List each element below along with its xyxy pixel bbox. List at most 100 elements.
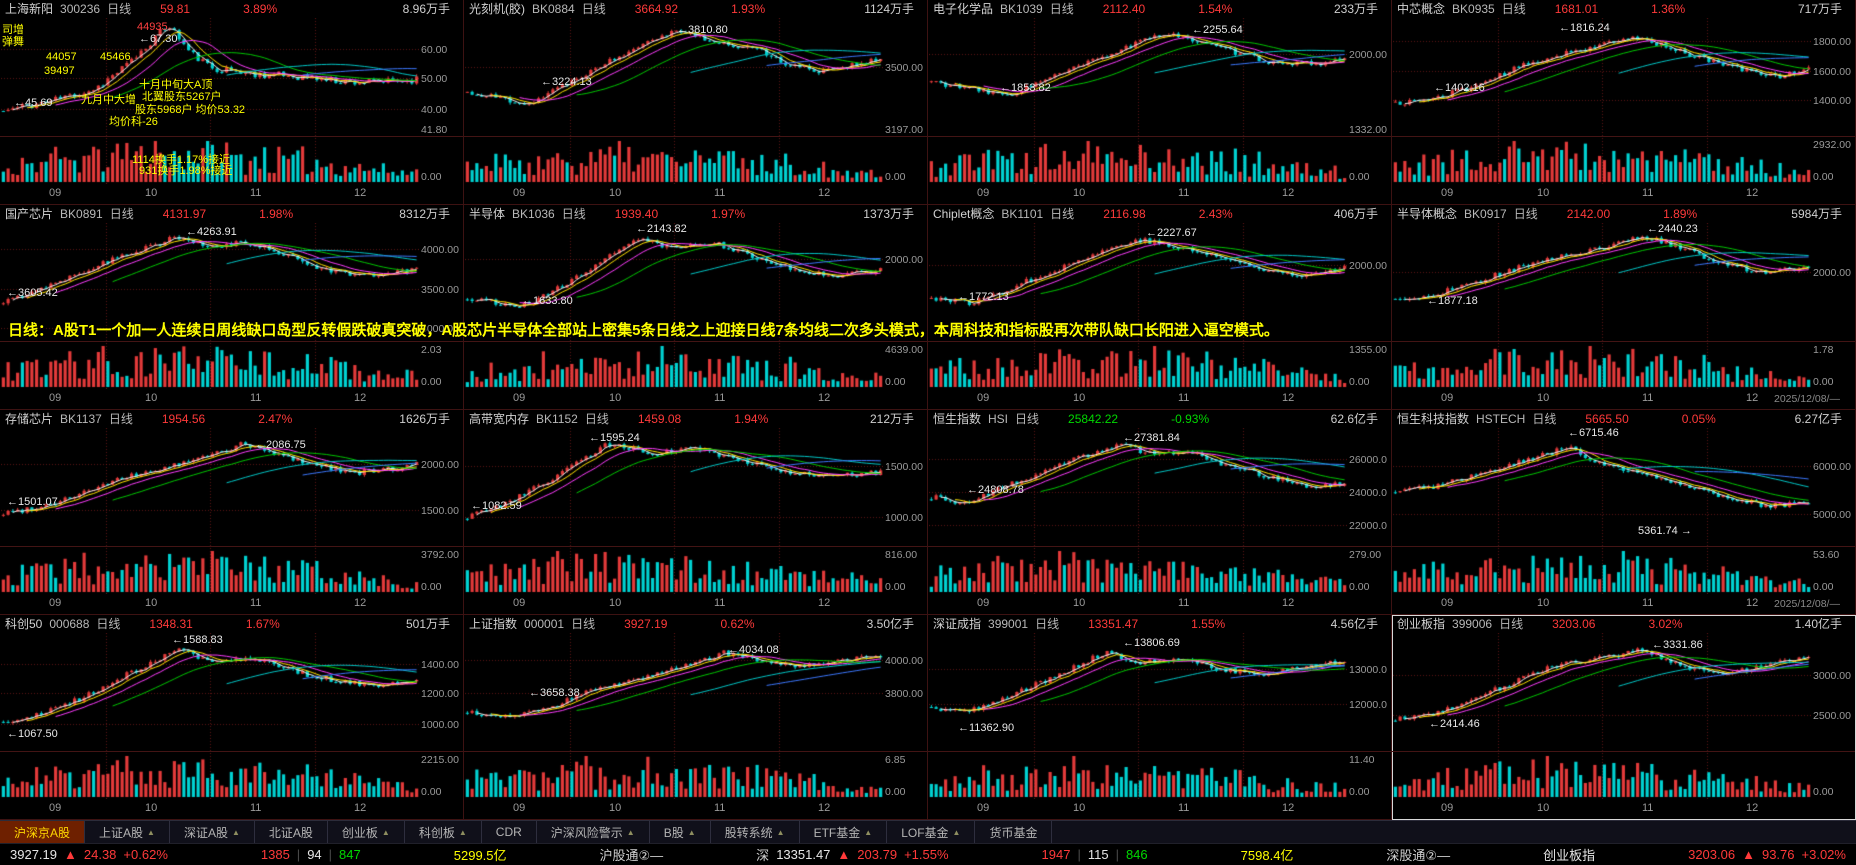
instrument-name[interactable]: 上证指数 [469, 617, 518, 631]
chart-panel-300236[interactable]: 上海新阳 300236 日线 59.81 3.89% 8.96万手 60.00 5… [0, 0, 464, 205]
tab-LOF基金[interactable]: LOF基金 ▲ [887, 821, 976, 843]
chart-panel-BK1036[interactable]: 半导体 BK1036 日线 1939.40 1.97% 1373万手 2000.… [464, 205, 928, 410]
candlestick-chart[interactable] [1393, 223, 1811, 389]
chart-panel-BK0935[interactable]: 中芯概念 BK0935 日线 1681.01 1.36% 717万手 1800.… [1392, 0, 1856, 205]
chart-panel-BK1101[interactable]: Chiplet概念 BK1101 日线 2116.98 2.43% 406万手 … [928, 205, 1392, 410]
tab-B股[interactable]: B股 ▲ [650, 821, 711, 843]
up-triangle-icon: ▲ [837, 847, 851, 862]
price-volume-divider [0, 341, 463, 342]
instrument-name[interactable]: 高带宽内存 [469, 412, 530, 426]
month-label: 09 [49, 802, 62, 814]
panel-header: 科创50 000688 日线 1348.31 1.67% 501万手 [5, 616, 457, 632]
chart-panel-399006[interactable]: 创业板指 399006 日线 3203.06 3.02% 1.40亿手 3000… [1392, 615, 1856, 820]
tab-沪深风险警示[interactable]: 沪深风险警示 ▲ [537, 821, 650, 843]
month-label: 12 [818, 392, 831, 404]
sh-breadth-value: 847 [339, 847, 361, 862]
month-label: 10 [145, 392, 158, 404]
panel-header: 上证指数 000001 日线 3927.19 0.62% 3.50亿手 [469, 616, 921, 632]
time-axis: 09 10 11 12 [465, 187, 885, 202]
month-label: 12 [1746, 802, 1759, 814]
chart-panel-BK0884[interactable]: 光刻机(胶) BK0884 日线 3664.92 1.93% 1124万手 35… [464, 0, 928, 205]
price-axis-label: 13000.0 [1349, 664, 1387, 676]
instrument-name[interactable]: 上海新阳 [5, 2, 54, 16]
chart-panel-BK0917[interactable]: 半导体概念 BK0917 日线 2142.00 1.89% 5984万手 200… [1392, 205, 1856, 410]
chart-period: 日线 [1050, 207, 1075, 221]
sz-index-quote-value: 203.79 [857, 847, 898, 862]
tab-北证A股[interactable]: 北证A股 [255, 821, 328, 843]
last-price: 3664.92 [634, 2, 679, 16]
chart-panel-000001[interactable]: 上证指数 000001 日线 3927.19 0.62% 3.50亿手 4000… [464, 615, 928, 820]
instrument-code: BK0917 [1464, 207, 1507, 221]
instrument-name[interactable]: 存储芯片 [5, 412, 54, 426]
chart-panel-HSI[interactable]: 恒生指数 HSI 日线 25842.22 -0.93% 62.6亿手 26000… [928, 410, 1392, 615]
tab-股转系统[interactable]: 股转系统 ▲ [711, 821, 800, 843]
chart-panel-BK0891[interactable]: 国产芯片 BK0891 日线 4131.97 1.98% 8312万手 4000… [0, 205, 464, 410]
candlestick-chart[interactable] [465, 18, 883, 184]
chart-panel-000688[interactable]: 科创50 000688 日线 1348.31 1.67% 501万手 1400.… [0, 615, 464, 820]
candlestick-chart[interactable] [465, 428, 883, 594]
chart-panel-BK1152[interactable]: 高带宽内存 BK1152 日线 1459.08 1.94% 212万手 1500… [464, 410, 928, 615]
candlestick-chart[interactable] [929, 428, 1347, 594]
candlestick-chart[interactable] [1393, 633, 1811, 799]
instrument-name[interactable]: 中芯概念 [1397, 2, 1446, 16]
tab-深证A股[interactable]: 深证A股 ▲ [170, 821, 255, 843]
instrument-name[interactable]: 国产芯片 [5, 207, 54, 221]
chart-period: 日线 [1501, 2, 1526, 16]
chart-period: 日线 [96, 617, 121, 631]
price-volume-divider [0, 751, 463, 752]
chart-panel-BK1039[interactable]: 电子化学品 BK1039 日线 2112.40 1.54% 233万手 2000… [928, 0, 1392, 205]
instrument-code: HSTECH [1476, 412, 1526, 426]
instrument-name[interactable]: 电子化学品 [933, 2, 994, 16]
instrument-name[interactable]: 恒生科技指数 [1397, 412, 1470, 426]
tab-科创板[interactable]: 科创板 ▲ [405, 821, 482, 843]
candlestick-chart[interactable] [1, 633, 419, 799]
chart-panel-399001[interactable]: 深证成指 399001 日线 13351.47 1.55% 4.56亿手 130… [928, 615, 1392, 820]
instrument-name[interactable]: Chiplet概念 [933, 207, 995, 221]
volume-axis-label: 3792.00 [421, 549, 459, 561]
price-axis: 13000.0 12000.0 11.40 0.00 [1348, 633, 1390, 801]
volume-axis-label: 1355.00 [1349, 344, 1387, 356]
instrument-code: BK1039 [1000, 2, 1043, 16]
candlestick-chart[interactable] [1, 428, 419, 594]
candlestick-chart[interactable] [929, 223, 1347, 389]
instrument-name[interactable]: 科创50 [5, 617, 43, 631]
instrument-name[interactable]: 光刻机(胶) [469, 2, 525, 16]
last-price: 2142.00 [1566, 207, 1611, 221]
tab-CDR[interactable]: CDR [482, 821, 537, 843]
instrument-name[interactable]: 半导体概念 [1397, 207, 1458, 221]
instrument-name[interactable]: 半导体 [469, 207, 506, 221]
chart-annotation: ←1082.59 [471, 500, 522, 512]
month-label: 09 [513, 597, 526, 609]
chart-annotation: 44057 [46, 51, 77, 63]
tab-沪深京A股[interactable]: 沪深京A股 [0, 821, 86, 843]
instrument-name[interactable]: 恒生指数 [933, 412, 982, 426]
candlestick-chart[interactable] [465, 223, 883, 389]
candlestick-chart[interactable] [929, 633, 1347, 799]
candlestick-chart[interactable] [1393, 18, 1811, 184]
tab-创业板[interactable]: 创业板 ▲ [328, 821, 405, 843]
chart-panel-HSTECH[interactable]: 恒生科技指数 HSTECH 日线 5665.50 0.05% 6.27亿手 60… [1392, 410, 1856, 615]
volume-readout: 1373万手 [863, 207, 914, 221]
chart-annotation: ←1501.07 [7, 496, 58, 508]
tab-上证A股[interactable]: 上证A股 ▲ [85, 821, 170, 843]
volume-readout: 212万手 [869, 412, 914, 426]
chart-panel-BK1137[interactable]: 存储芯片 BK1137 日线 1954.56 2.47% 1626万手 2000… [0, 410, 464, 615]
chart-annotation: ←3605.42 [7, 287, 58, 299]
candlestick-chart[interactable] [1, 18, 419, 184]
change-percent: 1.54% [1198, 2, 1233, 16]
separator: | [296, 847, 301, 862]
chart-annotation: ←1588.83 [172, 634, 223, 646]
month-label: 10 [1073, 597, 1086, 609]
instrument-name[interactable]: 创业板指 [1397, 617, 1446, 631]
candlestick-chart[interactable] [1, 223, 419, 389]
price-axis: 4000.00 3500.00 3000.00 2.03 0.00 [420, 223, 462, 391]
candlestick-chart[interactable] [1393, 428, 1811, 594]
tab-ETF基金[interactable]: ETF基金 ▲ [800, 821, 888, 843]
candlestick-chart[interactable] [465, 633, 883, 799]
sh-index-quote-value: 3927.19 [10, 847, 57, 862]
chart-period: 日线 [1532, 412, 1557, 426]
price-axis-label: 4000.00 [885, 655, 923, 667]
candlestick-chart[interactable] [929, 18, 1347, 184]
tab-货币基金[interactable]: 货币基金 [975, 821, 1053, 843]
instrument-name[interactable]: 深证成指 [933, 617, 982, 631]
